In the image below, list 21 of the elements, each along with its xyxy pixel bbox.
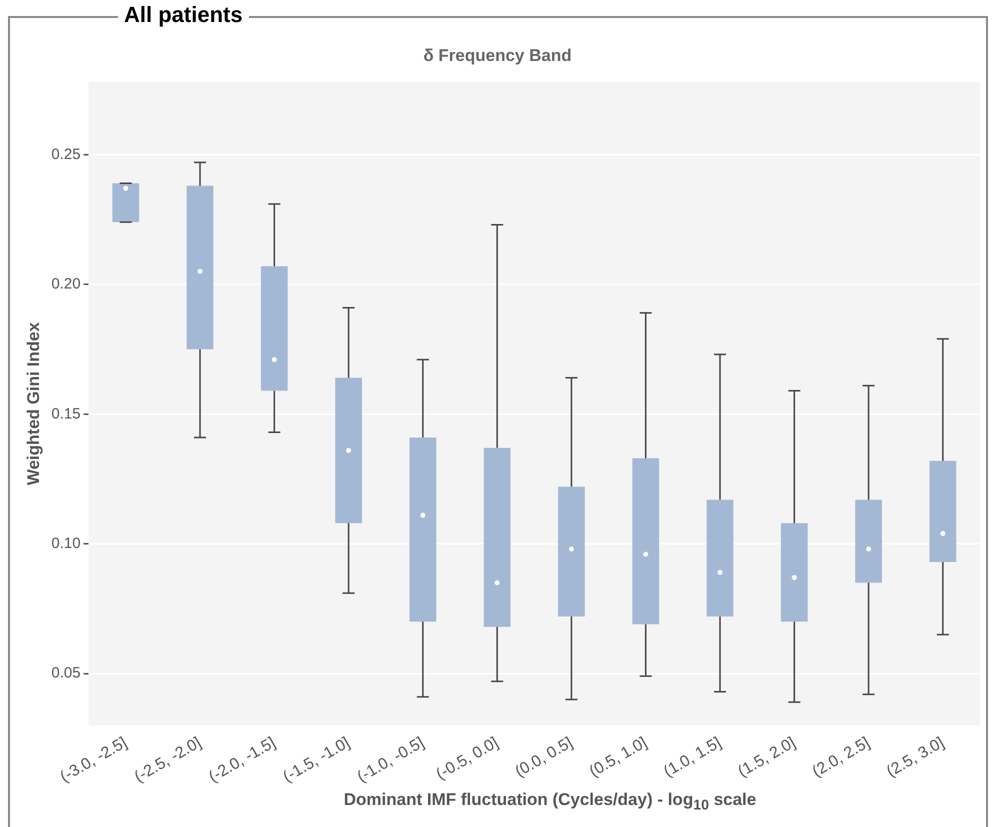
x-tick-label: (1.0, 1.5]: [661, 734, 724, 781]
x-tick-label: (0.5, 1.0]: [586, 734, 650, 781]
x-tick-label: (-1.0, -0.5]: [354, 734, 428, 786]
x-tick-label: (-1.5, -1.0]: [280, 734, 353, 786]
y-axis-title: Weighted Gini Index: [24, 322, 43, 486]
y-tick-label: 0.10: [51, 534, 81, 552]
chart-subtitle: δ Frequency Band: [422, 46, 573, 66]
x-tick-label: (0.0, 0.5]: [512, 734, 576, 781]
y-tick-label: 0.15: [51, 405, 81, 422]
y-tick-label: 0.20: [51, 276, 81, 293]
x-tick-label: (2.0, 2.5]: [810, 734, 873, 781]
x-tick-label: (-0.5, 0.0]: [434, 734, 502, 784]
chart-title: All patients: [118, 2, 249, 28]
x-axis-title: Dominant IMF fluctuation (Cycles/day) - log$_{10}$ scale: [342, 790, 758, 814]
x-tick-label: (-2.0, -1.5]: [206, 734, 279, 786]
y-tick-label: 0.25: [51, 146, 81, 163]
y-tick-label: 0.05: [51, 664, 81, 682]
x-tick-label: (2.5, 3.0]: [884, 734, 948, 781]
x-tick-label: (1.5, 2.0]: [735, 734, 798, 781]
x-tick-label: (-2.5, -2.0]: [132, 734, 204, 786]
x-tick-label: (-3.0, -2.5]: [58, 734, 130, 786]
